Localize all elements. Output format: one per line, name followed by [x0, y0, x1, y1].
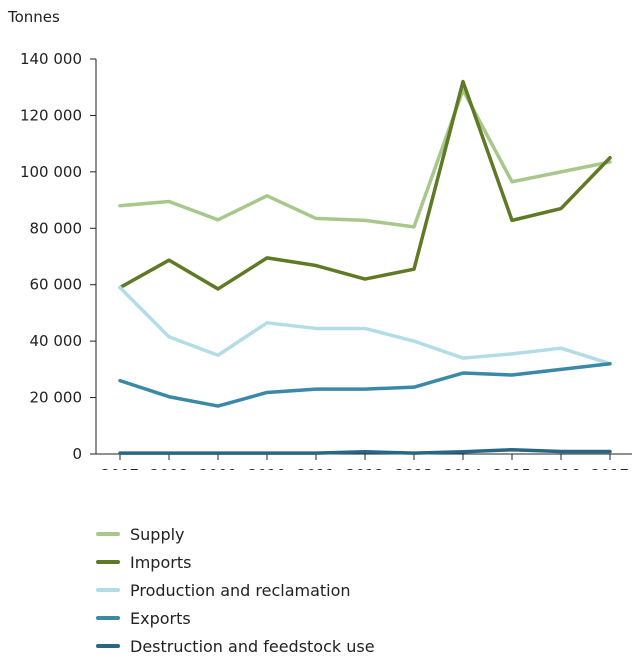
y-axis-unit-label: Tonnes — [8, 8, 60, 26]
series-line — [118, 79, 612, 291]
x-tick-label: 2008 — [150, 466, 188, 470]
x-tick-label: 2015 — [493, 466, 531, 470]
x-tick-label: 2013 — [395, 466, 433, 470]
series-line — [118, 361, 612, 408]
y-tick-label: 100 000 — [20, 163, 82, 181]
legend-swatch — [96, 532, 120, 536]
x-tick-label: 2014 — [444, 466, 482, 470]
x-tick-label: 2016 — [542, 466, 580, 470]
legend-swatch — [96, 644, 120, 648]
legend-swatch — [96, 560, 120, 564]
line-chart: 0 20 000 40 000 60 000 80 000 100 000 120 000 1… — [20, 50, 632, 470]
legend-item: Supply — [96, 520, 375, 548]
series-lines — [118, 79, 612, 455]
x-tick-label: 2010 — [248, 466, 286, 470]
series-line — [118, 448, 612, 455]
y-tick-label: 80 000 — [30, 219, 83, 237]
y-tick-label: 60 000 — [30, 276, 83, 294]
y-tick-label: 0 — [72, 445, 82, 463]
legend-label: Supply — [130, 524, 185, 544]
x-tick-label: 2009 — [199, 466, 237, 470]
chart-axes: 0 20 000 40 000 60 000 80 000 100 000 120 000 1… — [20, 50, 632, 470]
x-tick-label: 2011 — [297, 466, 335, 470]
y-tick-label: 120 000 — [20, 106, 82, 124]
legend-label: Destruction and feedstock use — [130, 636, 375, 656]
x-tick-label: 2007 — [101, 466, 139, 470]
legend-label: Production and reclamation — [130, 580, 351, 600]
legend-swatch — [96, 588, 120, 592]
legend-item: Destruction and feedstock use — [96, 632, 375, 660]
legend-item: Imports — [96, 548, 375, 576]
x-tick-label: 2017 — [591, 466, 629, 470]
chart-legend: Supply Imports Production and reclamation E… — [96, 520, 375, 660]
legend-swatch — [96, 616, 120, 620]
x-tick-label: 2012 — [346, 466, 384, 470]
legend-label: Exports — [130, 608, 191, 628]
series-line — [118, 285, 612, 366]
legend-item: Production and reclamation — [96, 576, 375, 604]
y-tick-label: 40 000 — [30, 332, 83, 350]
y-tick-label: 140 000 — [20, 50, 82, 68]
y-tick-label: 20 000 — [30, 389, 83, 407]
legend-item: Exports — [96, 604, 375, 632]
legend-label: Imports — [130, 552, 192, 572]
series-line — [118, 88, 612, 229]
